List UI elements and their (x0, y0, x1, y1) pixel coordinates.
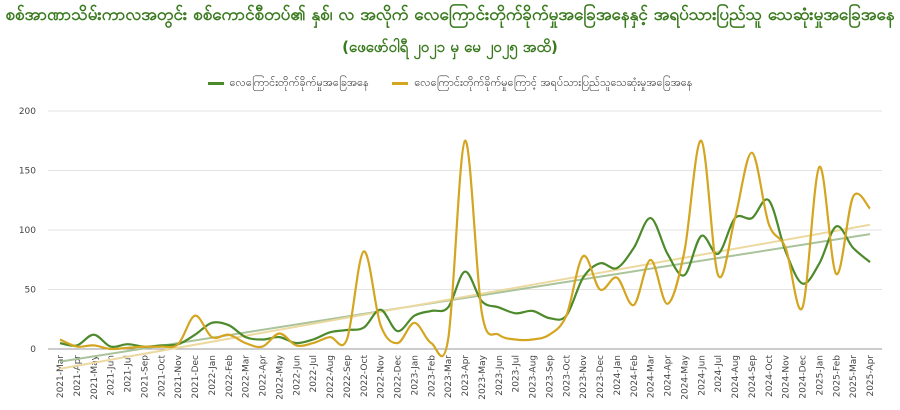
x-tick-label: 2021-Apr (73, 355, 83, 397)
x-tick-label: 2024-Feb (630, 355, 640, 397)
x-tick-label: 2022-Jan (208, 355, 218, 396)
trendline (59, 223, 871, 370)
x-tick-label: 2023-Jul (512, 355, 522, 393)
chart-title: စစ်အာဏာသိမ်းကာလအတွင်း စစ်ကောင်စီတပ်၏ နှစ… (5, 5, 895, 25)
trendline (59, 233, 871, 363)
x-tick-label: 2025-Jan (815, 355, 825, 396)
x-tick-label: 2023-Apr (461, 355, 471, 397)
x-tick-label: 2024-Jun (697, 355, 707, 396)
series-line-1 (59, 198, 871, 349)
x-tick-label: 2025-Apr (866, 355, 876, 397)
x-tick-label: 2025-Mar (849, 355, 859, 398)
x-tick-label: 2022-Mar (242, 355, 252, 398)
x-tick-label: 2022-Jul (309, 355, 319, 393)
x-tick-label: 2024-Sep (748, 355, 758, 398)
x-tick-label: 2023-Dec (596, 355, 606, 399)
legend-item-civilian-deaths[interactable]: လေကြောင်းတိုက်ခိုက်မှုကြောင့် အရပ်သားပြည… (392, 76, 692, 92)
y-tick-label: 50 (25, 286, 37, 296)
x-tick-label: 2023-Aug (529, 355, 539, 399)
x-tick-label: 2025-Feb (832, 355, 842, 397)
x-tick-label: 2023-Feb (427, 355, 437, 397)
x-tick-label: 2024-Jul (714, 355, 724, 393)
legend-swatch-civilian-deaths (392, 81, 409, 85)
x-tick-label: 2022-Oct (360, 355, 370, 397)
x-tick-label: 2021-Oct (157, 355, 167, 397)
x-tick-label: 2023-Nov (579, 354, 589, 398)
chart-subtitle: (ဖေဖော်ဝါရီ ၂၀၂၁ မှ မေ ၂၀၂၅ အထိ) (342, 38, 558, 56)
y-tick-label: 200 (19, 107, 36, 117)
x-tick-label: 2021-Jun (107, 355, 117, 396)
x-tick-label: 2021-Jul (124, 355, 134, 393)
x-tick-label: 2024-Apr (664, 355, 674, 397)
x-tick-label: 2023-Jun (495, 355, 505, 396)
legend-label-airstrikes: လေကြောင်းတိုက်ခိုက်မှုအခြေအနေ (229, 76, 369, 89)
legend-label-civilian-deaths: လေကြောင်းတိုက်ခိုက်မှုကြောင့် အရပ်သားပြည… (414, 76, 693, 89)
x-tick-label: 2022-Feb (225, 355, 235, 397)
x-tick-label: 2024-Jan (613, 355, 623, 396)
x-tick-label: 2022-Apr (259, 355, 269, 397)
legend-item-airstrikes[interactable]: လေကြောင်းတိုက်ခိုက်မှုအခြေအနေ (207, 76, 369, 92)
chart-legend: လေကြောင်းတိုက်ခိုက်မှုအခြေအနေ လေကြောင်းတ… (0, 76, 900, 92)
x-tick-label: 2024-Nov (782, 354, 792, 398)
series-line-2 (59, 139, 871, 358)
x-tick-label: 2024-Aug (731, 355, 741, 399)
y-tick-label: 100 (19, 226, 36, 236)
x-tick-label: 2023-Sep (545, 355, 555, 398)
x-tick-label: 2021-Mar (56, 355, 66, 398)
x-tick-label: 2024-Mar (647, 355, 657, 398)
x-tick-label: 2023-May (478, 354, 488, 399)
x-tick-label: 2021-May (90, 354, 100, 399)
y-tick-label: 0 (30, 345, 36, 355)
legend-swatch-airstrikes (207, 81, 224, 85)
x-tick-label: 2022-Nov (377, 354, 387, 398)
x-tick-label: 2023-Oct (562, 355, 572, 397)
x-tick-label: 2021-Dec (191, 355, 201, 399)
x-tick-label: 2022-Jun (292, 355, 302, 396)
x-tick-label: 2021-Sep (140, 355, 150, 398)
x-tick-label: 2024-Dec (799, 355, 809, 399)
y-tick-label: 150 (19, 167, 36, 177)
x-tick-label: 2022-Aug (326, 355, 336, 399)
x-tick-label: 2021-Nov (174, 354, 184, 398)
x-tick-label: 2024-May (680, 354, 690, 399)
x-tick-label: 2022-May (275, 354, 285, 399)
x-tick-label: 2023-Mar (444, 355, 454, 398)
x-tick-label: 2024-Oct (765, 355, 775, 397)
x-tick-label: 2023-Jan (410, 355, 420, 396)
x-tick-label: 2022-Sep (343, 355, 353, 398)
x-tick-label: 2022-Dec (394, 355, 404, 399)
